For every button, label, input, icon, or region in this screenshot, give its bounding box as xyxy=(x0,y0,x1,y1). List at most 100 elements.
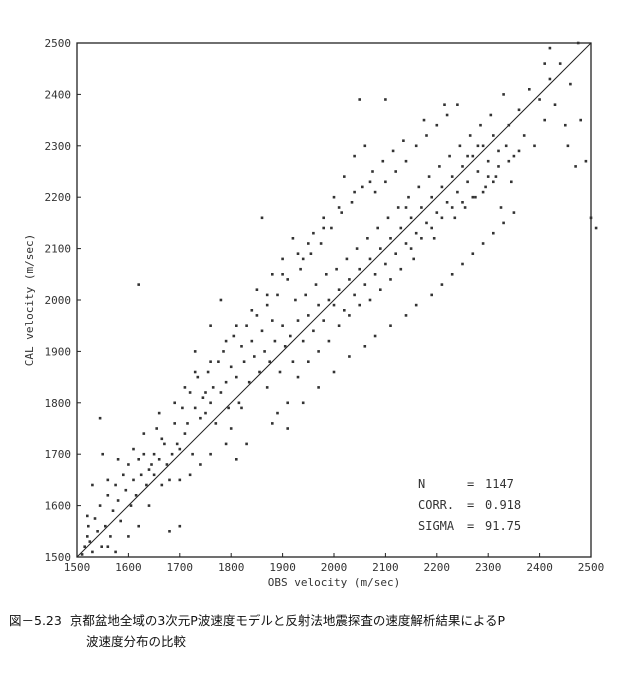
data-point xyxy=(476,144,480,148)
data-point xyxy=(368,180,372,184)
data-point xyxy=(255,288,259,291)
data-point xyxy=(227,406,230,410)
data-point xyxy=(265,303,269,307)
data-point xyxy=(332,370,336,374)
data-point xyxy=(319,242,323,245)
data-point xyxy=(322,226,325,230)
data-point xyxy=(486,175,490,178)
data-point xyxy=(281,324,284,327)
data-point xyxy=(201,396,205,399)
data-point xyxy=(307,242,310,245)
data-point xyxy=(445,113,449,117)
data-point xyxy=(209,324,212,327)
y-tick-label: 1600 xyxy=(45,500,72,513)
data-point xyxy=(273,339,277,343)
data-point xyxy=(543,118,546,122)
data-point xyxy=(440,185,444,189)
data-point xyxy=(476,170,480,173)
data-point xyxy=(481,144,485,148)
data-point xyxy=(122,473,125,477)
stats-box: N = 1147 CORR. = 0.918 SIGMA = 91.75 xyxy=(418,477,521,533)
data-point xyxy=(499,206,503,209)
data-point xyxy=(368,257,372,261)
data-point xyxy=(373,190,377,194)
data-point xyxy=(137,458,140,461)
data-point xyxy=(420,237,423,240)
data-point xyxy=(271,273,274,276)
data-point xyxy=(458,144,462,148)
data-point xyxy=(409,216,413,220)
data-point xyxy=(343,175,346,178)
data-point xyxy=(474,195,477,199)
data-point xyxy=(394,252,397,255)
data-point xyxy=(132,447,135,451)
data-point xyxy=(407,195,410,199)
data-point xyxy=(235,458,238,461)
data-point xyxy=(235,375,238,379)
data-point xyxy=(170,452,174,456)
data-point xyxy=(448,154,451,158)
data-point xyxy=(566,144,570,148)
y-tick-label: 2100 xyxy=(45,243,72,256)
data-point xyxy=(327,339,331,343)
data-point xyxy=(363,283,367,286)
data-point xyxy=(471,195,475,199)
data-point xyxy=(283,345,287,348)
stat-sigma-value: 91.75 xyxy=(485,519,521,533)
data-point xyxy=(368,298,372,302)
data-point xyxy=(276,293,279,297)
data-point xyxy=(114,483,117,487)
data-point xyxy=(147,468,151,471)
data-point xyxy=(258,370,261,374)
data-point xyxy=(163,442,166,446)
data-point xyxy=(504,144,508,148)
data-point xyxy=(584,159,588,163)
data-point xyxy=(425,221,428,225)
data-point xyxy=(484,185,487,189)
data-point xyxy=(420,206,423,209)
data-point xyxy=(389,324,392,327)
data-point xyxy=(235,324,238,327)
x-tick-label: 2300 xyxy=(475,561,502,574)
x-tick-label: 2000 xyxy=(321,561,348,574)
data-point xyxy=(396,206,400,209)
data-point xyxy=(193,350,197,353)
data-point xyxy=(479,123,482,127)
data-point xyxy=(253,355,256,358)
data-point xyxy=(87,524,90,528)
x-tick-label: 1500 xyxy=(64,561,91,574)
data-point xyxy=(553,103,557,106)
data-point xyxy=(86,535,89,538)
data-point xyxy=(417,185,421,189)
data-point xyxy=(204,411,207,415)
data-point xyxy=(471,154,475,158)
data-point xyxy=(543,62,546,65)
data-point xyxy=(109,535,112,538)
data-point xyxy=(217,360,220,363)
data-point xyxy=(263,350,266,353)
data-point xyxy=(314,283,318,286)
data-point xyxy=(211,386,215,389)
data-point xyxy=(222,350,225,353)
data-point xyxy=(456,103,459,106)
data-point xyxy=(150,463,153,466)
data-point xyxy=(129,504,133,507)
data-point xyxy=(142,452,146,456)
stat-corr-sep: = xyxy=(467,498,474,512)
data-point xyxy=(301,257,305,261)
data-point xyxy=(160,437,164,441)
data-point xyxy=(111,509,115,512)
data-point xyxy=(229,427,233,430)
data-point xyxy=(404,242,408,245)
data-point xyxy=(291,360,295,363)
y-tick-label: 2000 xyxy=(45,294,72,307)
data-point xyxy=(317,386,320,389)
data-point xyxy=(281,273,284,276)
data-point xyxy=(353,154,356,158)
data-point xyxy=(317,350,320,353)
data-point xyxy=(327,298,331,302)
data-point xyxy=(548,77,552,81)
data-point xyxy=(399,267,403,271)
data-point xyxy=(224,380,228,384)
data-point xyxy=(332,303,336,307)
